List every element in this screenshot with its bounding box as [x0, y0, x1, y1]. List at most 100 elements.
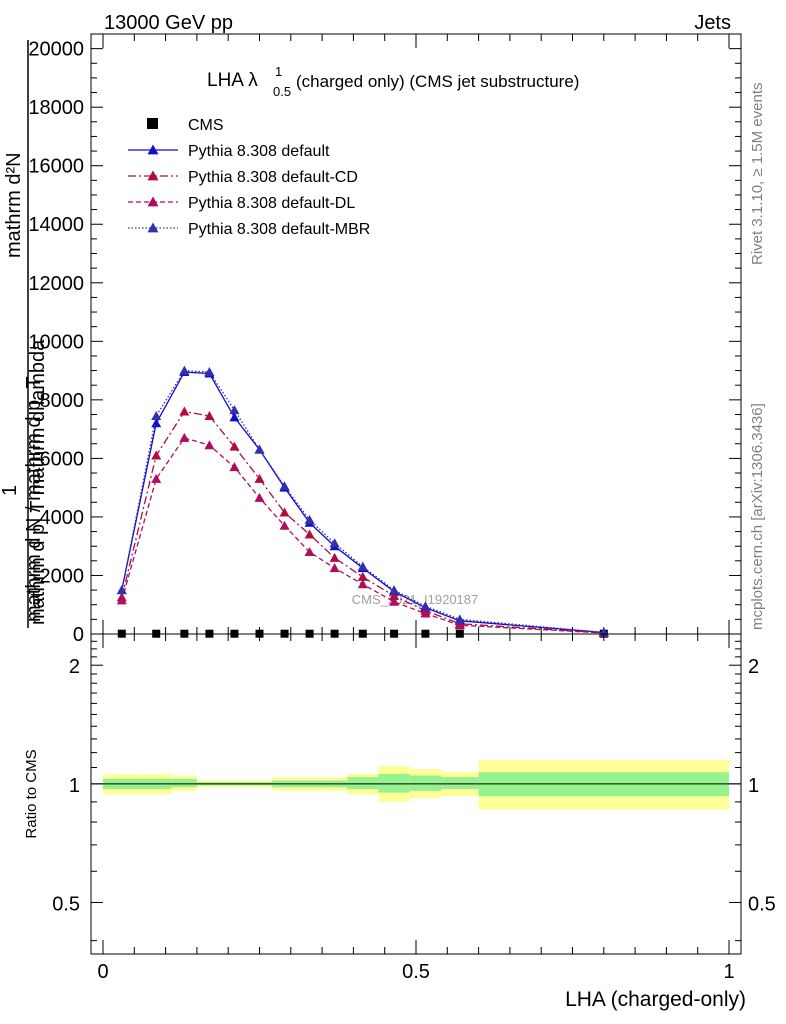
ylabel-numerator: mathrm d²N: [3, 152, 25, 258]
main-y-tick-labels: 0 2000 4000 6000 8000 10000 12000 14000 16000 180…: [28, 39, 84, 646]
series-triangle-marker: [279, 520, 290, 530]
ratio-inner-band: [409, 775, 442, 791]
series-triangle-marker: [179, 406, 190, 416]
series-triangle-marker: [151, 473, 162, 483]
main-y-tick-label: 4000: [40, 507, 85, 529]
main-plot: 0 2000 4000 6000 8000 10000 12000 14000 16000 180…: [28, 33, 742, 646]
series-triangle-marker: [204, 367, 215, 377]
series-triangle-marker: [389, 596, 400, 606]
series-line: [121, 410, 604, 634]
series-triangle-marker: [420, 601, 431, 611]
series-triangle-marker: [329, 563, 340, 573]
series-triangle-marker: [116, 595, 127, 605]
legend-marker-triangle: [147, 196, 159, 207]
legend-entry-label: Pythia 8.308 default-CD: [188, 169, 358, 186]
series-triangle-marker: [454, 614, 465, 624]
ratio-axis-ticks: [91, 634, 741, 954]
main-y-tick-label: 0: [73, 624, 84, 646]
series-triangle-marker: [204, 440, 215, 450]
legend-marker-triangle: [147, 144, 159, 155]
legend-marker-triangle: [147, 170, 159, 181]
series-line: [121, 369, 604, 634]
rivet-version-label: Rivet 3.1.10, ≥ 1.5M events: [749, 83, 766, 266]
main-axis-ticks: [91, 34, 741, 635]
legend-entry-label: CMS: [188, 117, 224, 134]
series-triangle-marker: [389, 585, 400, 595]
series-triangle-marker: [151, 450, 162, 460]
series-triangle-marker: [329, 538, 340, 548]
series-triangle-marker: [254, 444, 265, 454]
ratio-inner-band: [347, 777, 379, 790]
series-triangle-marker: [454, 620, 465, 630]
main-y-tick-label: 18000: [28, 97, 84, 119]
series-triangle-marker: [151, 410, 162, 420]
series-triangle-marker: [179, 365, 190, 375]
ratio-inner-band: [441, 777, 479, 790]
legend: CMS Pythia 8.308 default Pythia 8.308 defa…: [128, 117, 370, 238]
series-triangle-marker: [229, 462, 240, 472]
plot-title-subscript: 0.5: [273, 84, 291, 99]
ratio-y-tick-label-right: 2: [748, 656, 759, 678]
ratio-y-axis-label: Ratio to CMS: [23, 749, 40, 838]
analysis-watermark: CMS_2021_I1920187: [352, 592, 479, 607]
plot-title: LHA λ 1 0.5 (charged only) (CMS jet subs…: [207, 64, 579, 99]
legend-entry-label: Pythia 8.308 default-MBR: [188, 221, 370, 238]
ylabel-prefix: 1: [0, 485, 21, 496]
series-triangle-marker: [116, 585, 127, 595]
main-y-tick-label: 8000: [40, 390, 85, 412]
plot-title-superscript: 1: [275, 64, 282, 79]
main-y-tick-label: 16000: [28, 156, 84, 178]
x-tick-label: 1: [723, 961, 734, 983]
mcplots-reference-label: mcplots.cern.ch [arXiv:1306.3436]: [749, 403, 766, 630]
main-y-tick-label: 12000: [28, 273, 84, 295]
series-line: [121, 437, 604, 634]
series-triangle-marker: [304, 529, 315, 539]
series-triangle-marker: [179, 432, 190, 442]
series-triangle-marker: [254, 473, 265, 483]
main-y-axis-label: mathrm d²N mathrm d p_T mathrm d lambda …: [0, 40, 49, 628]
x-tick-label: 0.5: [402, 961, 430, 983]
series-triangle-marker: [357, 579, 368, 589]
series-triangle-marker: [254, 492, 265, 502]
legend-marker-triangle: [147, 222, 159, 233]
ratio-uncertainty-bands: [103, 759, 729, 810]
main-y-tick-label: 14000: [28, 214, 84, 236]
series-triangle-marker: [204, 410, 215, 420]
series-triangle-marker: [304, 514, 315, 524]
series-triangle-marker: [229, 441, 240, 451]
main-y-tick-label: 2000: [40, 565, 85, 587]
plot-title-rest: (charged only) (CMS jet substructure): [296, 72, 579, 91]
series-triangle-marker: [151, 418, 162, 428]
series-triangle-marker: [357, 571, 368, 581]
x-tick-label: 0: [97, 961, 108, 983]
ratio-y-tick-label: 2: [69, 656, 80, 678]
main-y-tick-label: 20000: [28, 39, 84, 61]
plot-title-main: LHA λ: [207, 70, 258, 91]
ratio-y-tick-label-right: 0.5: [748, 893, 776, 915]
series-triangle-marker: [229, 412, 240, 422]
svg-text:LHA λ: LHA λ: [207, 70, 258, 91]
main-y-tick-label: 6000: [40, 448, 85, 470]
legend-marker-square: [147, 118, 158, 129]
series-triangle-marker: [329, 552, 340, 562]
header-energy-label: 13000 GeV pp: [104, 12, 233, 34]
header-jets-label: Jets: [694, 12, 731, 34]
series-triangle-marker: [389, 590, 400, 600]
series-triangle-marker: [304, 547, 315, 557]
series-line: [121, 371, 604, 634]
ratio-inner-band: [378, 773, 410, 793]
series-triangle-marker: [357, 561, 368, 571]
x-axis-label: LHA (charged-only): [565, 988, 746, 1011]
ylabel-prefix-denominator: mathrm d N / mathrm d p_T: [23, 376, 45, 622]
series-triangle-marker: [420, 608, 431, 618]
ratio-y-tick-label: 0.5: [52, 893, 80, 915]
main-y-tick-label: 10000: [28, 331, 84, 353]
series-triangle-marker: [229, 405, 240, 415]
ylabel-denominator: mathrm d p_T mathrm d lambda: [27, 339, 49, 625]
legend-entry-label: Pythia 8.308 default-DL: [188, 195, 355, 212]
ratio-y-tick-label: 1: [69, 775, 80, 797]
ratio-plot-frame: [90, 633, 742, 955]
series-triangle-marker: [279, 507, 290, 517]
ratio-inner-band: [171, 778, 197, 788]
